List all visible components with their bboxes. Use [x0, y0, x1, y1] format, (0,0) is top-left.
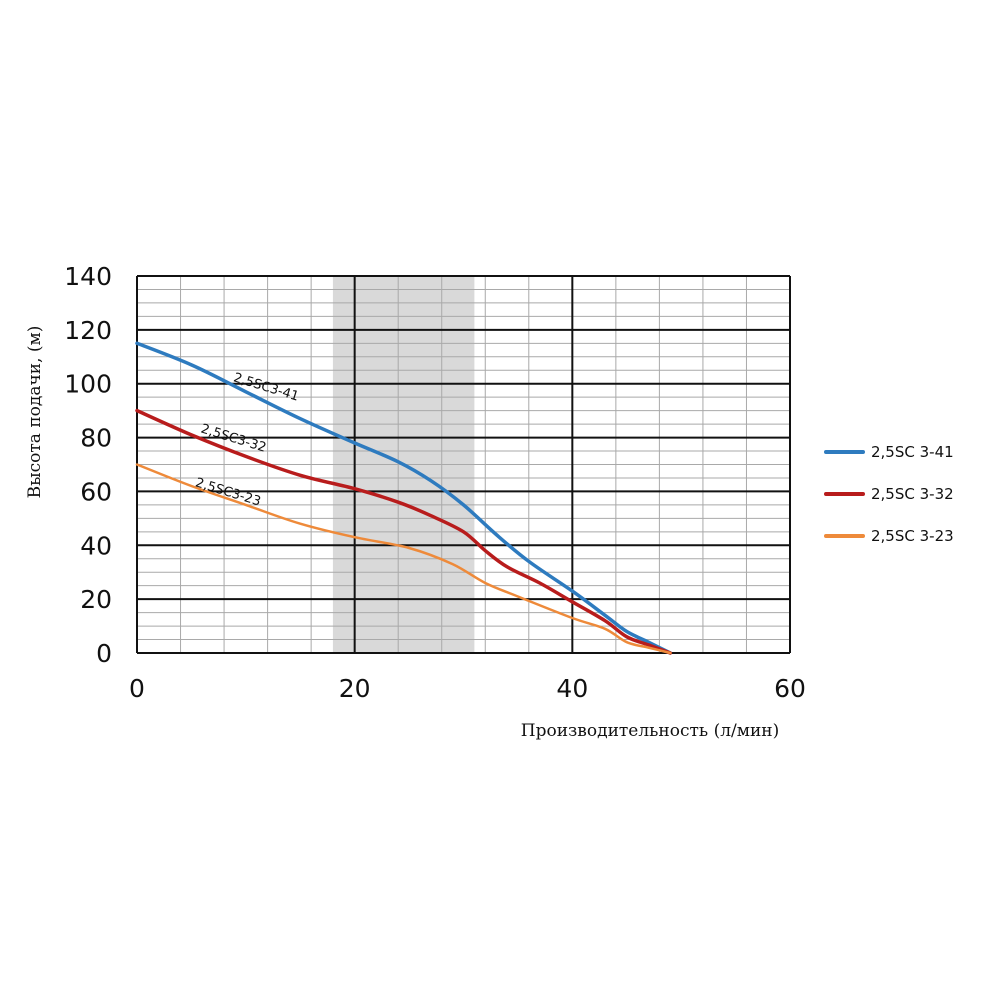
legend-label: 2,5SC 3-32 [871, 485, 954, 503]
series-layer [135, 341, 673, 655]
y-tick-label: 0 [96, 639, 112, 668]
series-line [135, 463, 672, 655]
y-tick-label: 60 [80, 477, 112, 506]
y-tick-label: 120 [64, 316, 112, 345]
x-axis-title: Производительность (л/мин) [521, 721, 780, 741]
x-tick-label: 40 [556, 674, 588, 703]
x-tick-label: 0 [129, 674, 145, 703]
legend: 2,5SC 3-41 2,5SC 3-32 2,5SC 3-23 [824, 443, 954, 545]
y-tick-label: 20 [80, 585, 112, 614]
curve-label: 2,5SC3-41 [232, 371, 301, 405]
x-tick-label: 60 [774, 674, 806, 703]
y-tick-label: 100 [64, 370, 112, 399]
series-line [135, 408, 673, 655]
y-tick-label: 140 [64, 262, 112, 291]
tick-label-layer: 0 20 40 60 80 100 120 140 0 20 40 60 [64, 262, 806, 703]
x-tick-label: 20 [339, 674, 371, 703]
legend-label: 2,5SC 3-41 [871, 443, 954, 461]
series-line [135, 341, 673, 655]
grid-layer [136, 275, 791, 654]
y-tick-label: 40 [80, 531, 112, 560]
legend-label: 2,5SC 3-23 [871, 527, 954, 545]
y-tick-label: 80 [80, 424, 112, 453]
y-axis-title: Высота подачи, (м) [25, 326, 45, 499]
